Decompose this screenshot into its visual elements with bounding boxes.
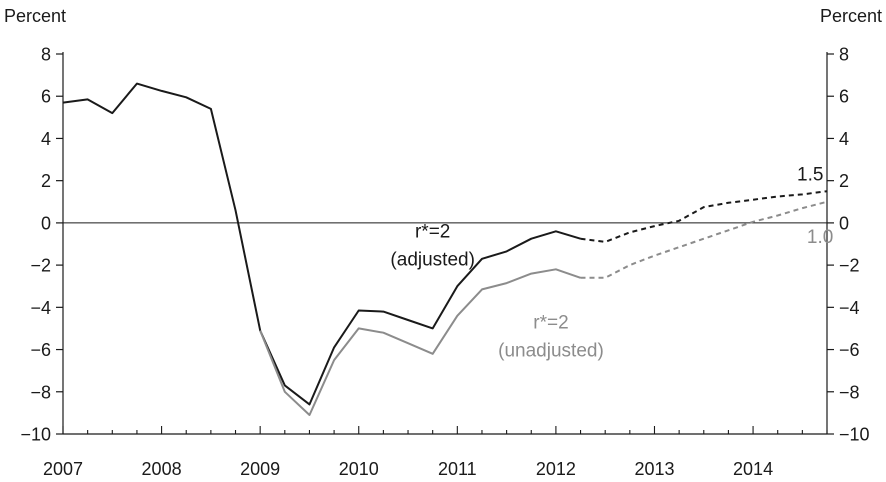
y-tick-label-right: 0 bbox=[839, 213, 849, 233]
y-tick-label-left: −10 bbox=[20, 425, 51, 445]
x-tick-label: 2007 bbox=[43, 459, 83, 479]
x-tick-label: 2010 bbox=[339, 459, 379, 479]
annotation-label: (unadjusted) bbox=[498, 340, 604, 361]
x-tick-label: 2014 bbox=[733, 459, 773, 479]
y-tick-label-left: −8 bbox=[30, 382, 51, 402]
y-tick-label-right: 6 bbox=[839, 87, 849, 107]
y-tick-label-left: 4 bbox=[41, 129, 51, 149]
y-tick-label-right: 4 bbox=[839, 129, 849, 149]
y-tick-label-right: 2 bbox=[839, 171, 849, 191]
annotation-label: (adjusted) bbox=[390, 250, 475, 271]
y-axis-unit-right: Percent bbox=[819, 6, 882, 26]
annotation-label: 1.5 bbox=[797, 165, 823, 186]
y-tick-label-right: −4 bbox=[839, 298, 860, 318]
x-tick-label: 2009 bbox=[240, 459, 280, 479]
y-tick-label-right: −2 bbox=[839, 256, 860, 276]
x-tick-label: 2013 bbox=[634, 459, 674, 479]
x-tick-label: 2008 bbox=[142, 459, 182, 479]
series-1-projection-line bbox=[580, 200, 828, 279]
annotations: r*=2 (adjusted) r*=2 (unadjusted) 1.5 1.0 bbox=[390, 165, 833, 362]
y-tick-label-right: 8 bbox=[839, 45, 849, 65]
y-tick-label-right: −8 bbox=[839, 382, 860, 402]
y-tick-label-left: 2 bbox=[41, 171, 51, 191]
tick-labels: 8 8 6 6 4 4 2 2 0 0 −2 −2 −4 −4 −6 −6 −8 −8 −10 −10 2007 2008… bbox=[20, 45, 869, 480]
y-tick-label-left: 8 bbox=[41, 45, 51, 65]
y-axis-unit-left: Percent bbox=[4, 6, 67, 26]
x-tick-label: 2011 bbox=[438, 459, 477, 479]
series-0-projection-line bbox=[580, 190, 828, 243]
annotation-label: 1.0 bbox=[807, 227, 833, 248]
y-tick-label-left: 0 bbox=[41, 213, 51, 233]
series-1-line bbox=[259, 268, 581, 416]
annotation-label: r*=2 bbox=[533, 312, 568, 333]
y-tick-label-left: −2 bbox=[30, 256, 51, 276]
series-lines bbox=[62, 82, 828, 416]
y-tick-label-left: 6 bbox=[41, 87, 51, 107]
x-tick-label: 2012 bbox=[536, 459, 576, 479]
y-tick-label-left: −4 bbox=[30, 298, 51, 318]
annotation-label: r*=2 bbox=[415, 222, 450, 243]
y-tick-label-left: −6 bbox=[30, 340, 51, 360]
series-0-line bbox=[62, 82, 581, 406]
y-tick-label-right: −6 bbox=[839, 340, 860, 360]
axes bbox=[56, 52, 834, 435]
y-tick-label-right: −10 bbox=[839, 425, 870, 445]
